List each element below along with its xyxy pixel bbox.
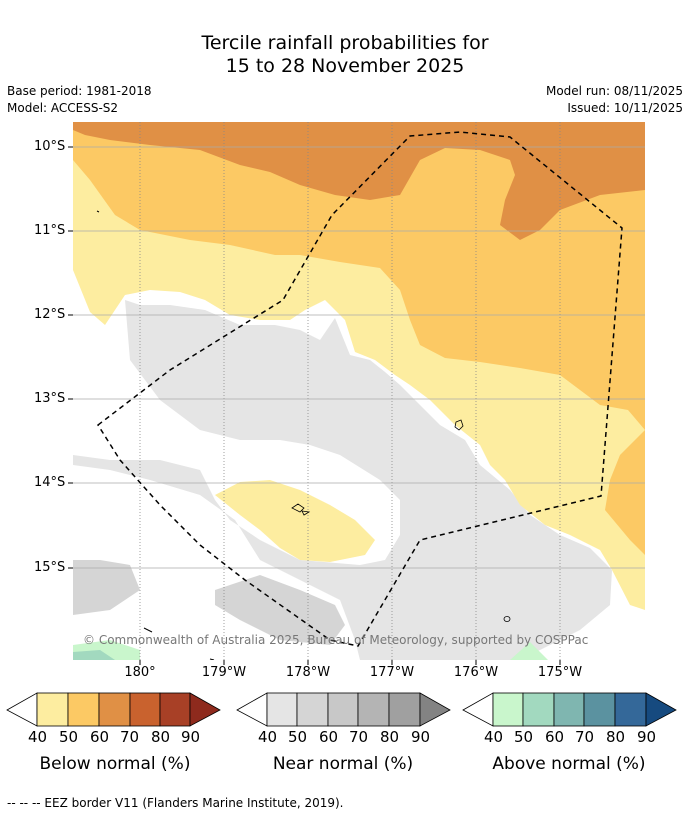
colorbar-near-max-arrow xyxy=(419,692,451,727)
colorbar-below-40 xyxy=(36,692,69,727)
colorbar-above-60 xyxy=(553,692,585,727)
colorbar-above-min-arrow xyxy=(462,692,494,727)
colorbar-near-50 xyxy=(296,692,329,727)
cb-below-tick-40: 40 xyxy=(28,728,48,746)
colorbar-above-70 xyxy=(583,692,616,727)
colorbar-below-title: Below normal (%) xyxy=(39,754,191,774)
lat-label-11s: 11°S xyxy=(34,223,66,238)
cb-above-tick-90: 90 xyxy=(637,728,657,746)
lat-label-14s: 14°S xyxy=(34,475,66,490)
lon-label-177w: 177°W xyxy=(369,665,415,680)
base-period: Base period: 1981-2018 xyxy=(7,84,152,98)
colorbar-above-40 xyxy=(492,692,524,727)
colorbar-near-min-arrow xyxy=(236,692,268,727)
cb-near-tick-70: 70 xyxy=(349,728,369,746)
lat-label-12s: 12°S xyxy=(34,307,66,322)
colorbar-below-50 xyxy=(67,692,100,727)
cb-near-tick-80: 80 xyxy=(380,728,400,746)
title-line-2: 15 to 28 November 2025 xyxy=(225,55,465,77)
cb-above-tick-50: 50 xyxy=(514,728,534,746)
axis-ticks xyxy=(68,146,561,665)
cb-above-tick-60: 60 xyxy=(545,728,565,746)
cb-below-tick-80: 80 xyxy=(151,728,171,746)
below-normal-60-region xyxy=(73,122,645,240)
below-normal-50-east xyxy=(605,430,645,555)
colorbar-near-title: Near normal (%) xyxy=(272,754,414,774)
above-normal-50-region xyxy=(73,650,115,660)
island-futuna xyxy=(291,503,311,516)
cb-near-tick-90: 90 xyxy=(411,728,431,746)
cb-near-tick-50: 50 xyxy=(288,728,308,746)
cb-near-tick-60: 60 xyxy=(319,728,339,746)
lat-label-10s: 10°S xyxy=(34,139,66,154)
title-line-1: Tercile rainfall probabilities for xyxy=(201,32,489,54)
below-normal-50-region xyxy=(73,122,645,430)
cb-above-tick-40: 40 xyxy=(484,728,504,746)
colorbar-near-80 xyxy=(388,692,421,727)
issued-date: Issued: 10/11/2025 xyxy=(567,101,683,115)
island-small xyxy=(503,616,511,622)
cb-above-tick-70: 70 xyxy=(575,728,595,746)
colorbar-below-80 xyxy=(159,692,191,727)
map-area xyxy=(73,122,645,660)
above-normal-40-small xyxy=(510,642,548,660)
colorbar-above xyxy=(462,692,677,727)
lat-label-13s: 13°S xyxy=(34,391,66,406)
below-normal-40-blob xyxy=(215,480,375,562)
lon-label-178w: 178°W xyxy=(285,665,331,680)
colorbar-below-max-arrow xyxy=(189,692,221,727)
lon-label-180: 180° xyxy=(124,665,156,680)
colorbar-above-title: Above normal (%) xyxy=(492,754,646,774)
lat-label-15s: 15°S xyxy=(34,560,66,575)
cb-near-tick-40: 40 xyxy=(258,728,278,746)
colorbar-below-min-arrow xyxy=(6,692,38,727)
colorbar-below-60 xyxy=(98,692,131,727)
cb-below-tick-60: 60 xyxy=(90,728,110,746)
cb-below-tick-50: 50 xyxy=(59,728,79,746)
colorbar-near-70 xyxy=(357,692,390,727)
model-name: Model: ACCESS-S2 xyxy=(7,101,119,115)
cb-below-tick-90: 90 xyxy=(181,728,201,746)
cb-below-tick-70: 70 xyxy=(120,728,140,746)
colorbar-near xyxy=(236,692,451,727)
colorbar-near-40 xyxy=(266,692,298,727)
near-normal-50-region xyxy=(73,560,140,615)
model-run: Model run: 08/11/2025 xyxy=(545,84,683,98)
colorbar-below xyxy=(6,692,221,727)
colorbar-near-60 xyxy=(327,692,359,727)
lon-label-176w: 176°W xyxy=(453,665,499,680)
cb-above-tick-80: 80 xyxy=(606,728,626,746)
gridlines xyxy=(73,122,645,660)
colorbar-below-70 xyxy=(129,692,161,727)
colorbar-above-80 xyxy=(614,692,647,727)
lon-label-179w: 179°W xyxy=(201,665,247,680)
island-wallis xyxy=(454,419,464,431)
eez-footer-note: -- -- -- EEZ border V11 (Flanders Marine… xyxy=(7,796,344,810)
colorbar-above-max-arrow xyxy=(645,692,677,727)
copyright-notice: © Commonwealth of Australia 2025, Bureau… xyxy=(83,633,589,647)
near-normal-40-region xyxy=(73,300,612,660)
eez-border xyxy=(97,131,623,647)
colorbar-above-50 xyxy=(522,692,555,727)
lon-label-175w: 175°W xyxy=(537,665,583,680)
